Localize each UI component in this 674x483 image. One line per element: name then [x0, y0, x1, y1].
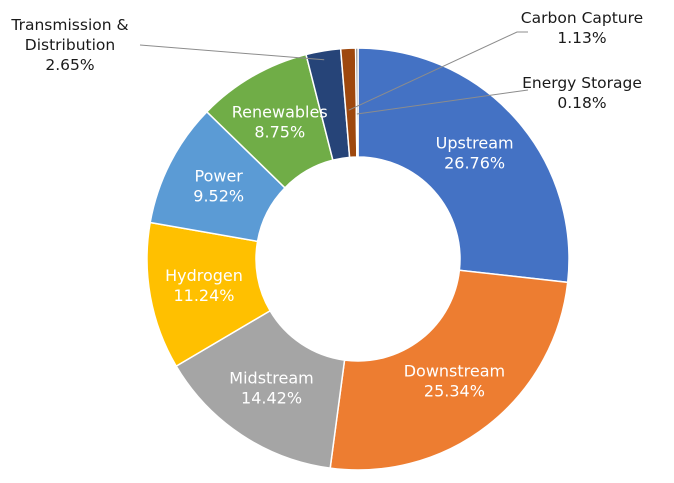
slice-energy-storage [354, 47, 359, 158]
leader-lines-group [139, 31, 529, 115]
slice-midstream [175, 309, 346, 469]
label-midstream: Midstream 14.42% [229, 368, 313, 407]
label-renewables: Renewables 8.75% [232, 102, 328, 141]
leader-line-energy-storage [356, 89, 529, 115]
label-carbon-capture: Carbon Capture 1.13% [521, 9, 643, 47]
leader-line-transmission-distribution [139, 44, 325, 61]
slices-group [146, 47, 570, 471]
labels-group: Upstream 26.76% Downstream 25.34% Midstream 1… [10, 9, 643, 407]
label-upstream: Upstream 26.76% [436, 134, 514, 173]
label-transmission-distribution: Transmission & Distribution 2.65% [10, 16, 128, 74]
label-energy-storage: Energy Storage 0.18% [522, 74, 642, 112]
slice-downstream [329, 269, 569, 471]
leader-line-carbon-capture [348, 31, 528, 111]
label-downstream: Downstream 25.34% [404, 361, 505, 400]
label-power: Power 9.52% [193, 167, 244, 206]
label-hydrogen: Hydrogen 11.24% [165, 266, 243, 305]
